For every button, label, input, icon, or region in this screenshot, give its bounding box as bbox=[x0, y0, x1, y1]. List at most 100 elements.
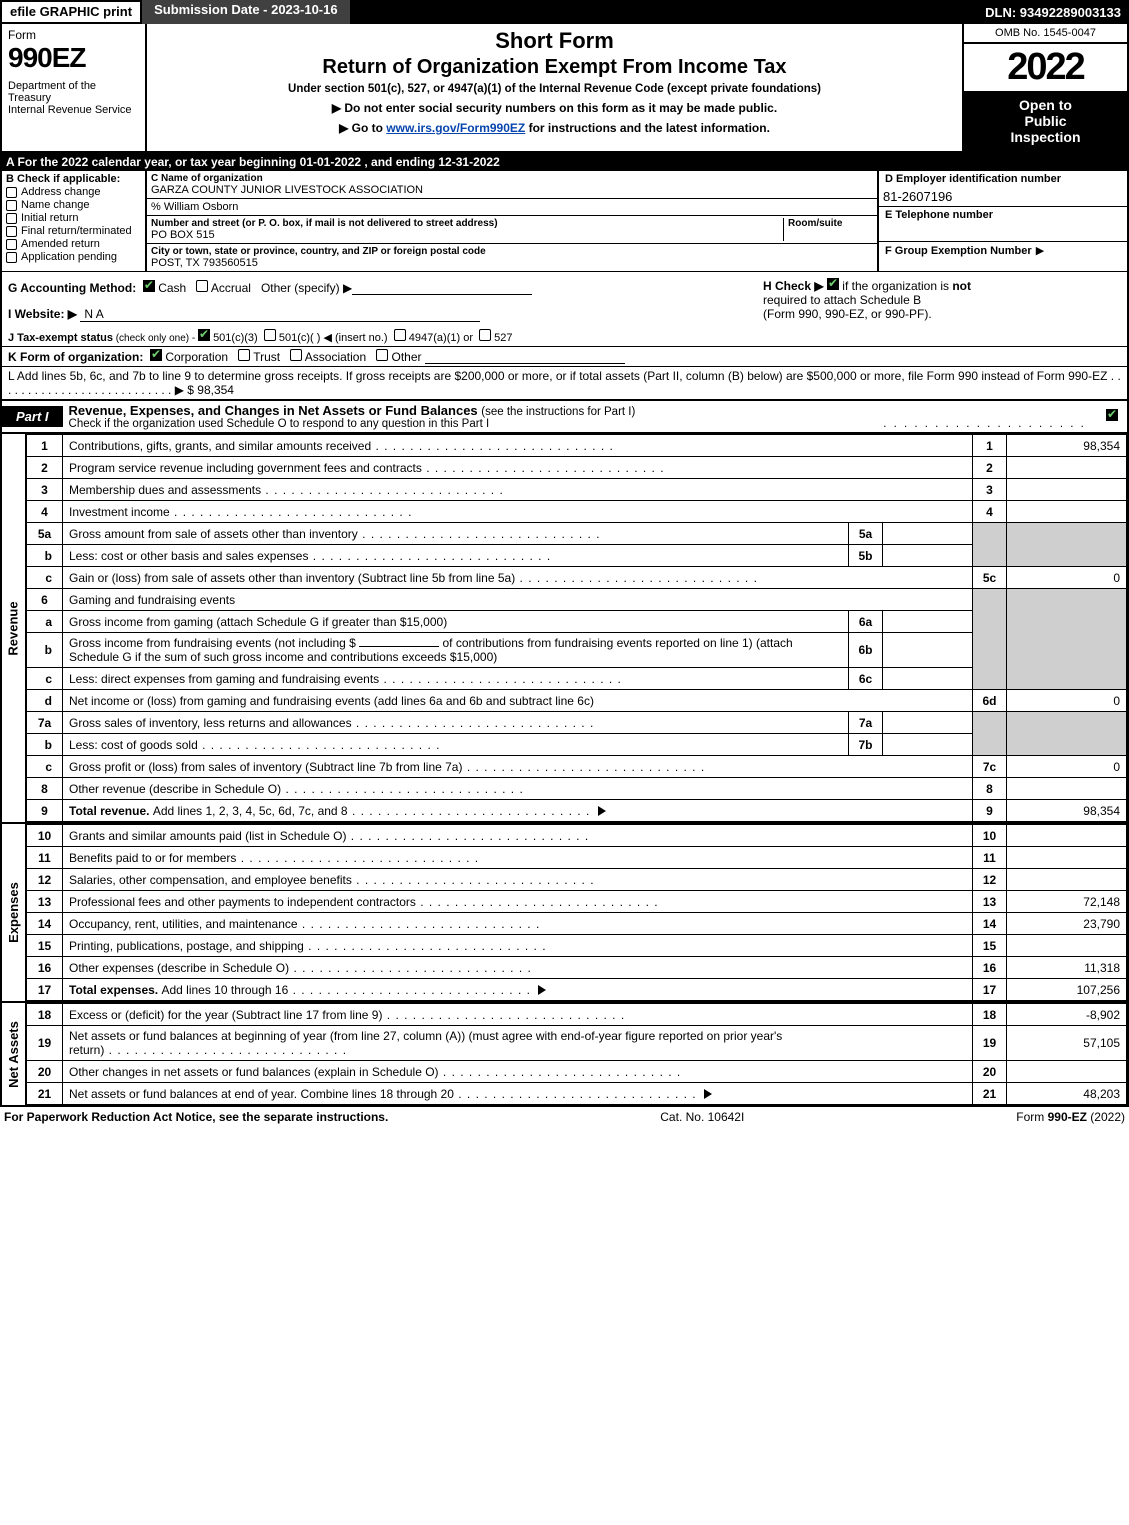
open-public-inspection: Open to Public Inspection bbox=[964, 91, 1127, 151]
room-suite-label: Room/suite bbox=[788, 218, 873, 229]
l19-desc: Net assets or fund balances at beginning… bbox=[69, 1029, 782, 1057]
line-7c: c Gross profit or (loss) from sales of i… bbox=[27, 756, 1127, 778]
l6c-mini-amt bbox=[883, 668, 973, 690]
dept-treasury: Department of the Treasury bbox=[8, 80, 139, 104]
l15-num: 15 bbox=[27, 935, 63, 957]
irs-label: Internal Revenue Service bbox=[8, 104, 139, 116]
row-h: H Check ▶ if the organization is not req… bbox=[757, 272, 1127, 327]
l9-rn: 9 bbox=[973, 800, 1007, 822]
side-label-net-assets: Net Assets bbox=[2, 1003, 26, 1105]
l1-desc: Contributions, gifts, grants, and simila… bbox=[69, 439, 614, 453]
lbl-4947: 4947(a)(1) or bbox=[409, 332, 473, 344]
l6d-num: d bbox=[27, 690, 63, 712]
goto-pre: ▶ Go to bbox=[339, 121, 386, 135]
chk-trust[interactable] bbox=[238, 349, 250, 361]
l17-desc2: Add lines 10 through 16 bbox=[161, 983, 530, 997]
line-3: 3 Membership dues and assessments 3 bbox=[27, 479, 1127, 501]
tax-year: 2022 bbox=[964, 44, 1127, 91]
street-address: PO BOX 515 bbox=[151, 229, 783, 241]
chk-application-pending[interactable] bbox=[6, 252, 17, 263]
l7b-num: b bbox=[27, 734, 63, 756]
irs-link[interactable]: www.irs.gov/Form990EZ bbox=[386, 121, 525, 135]
f-group-exemption: F Group Exemption Number ▶ bbox=[879, 241, 1127, 259]
h-text1: if the organization is bbox=[842, 279, 952, 293]
expenses-label: Expenses bbox=[6, 882, 21, 943]
l7c-amt: 0 bbox=[1007, 756, 1127, 778]
line-6d: d Net income or (loss) from gaming and f… bbox=[27, 690, 1127, 712]
chk-name-change[interactable] bbox=[6, 200, 17, 211]
l7c-rn: 7c bbox=[973, 756, 1007, 778]
l6-num: 6 bbox=[27, 589, 63, 611]
revenue-label: Revenue bbox=[6, 601, 21, 655]
chk-cash[interactable] bbox=[143, 280, 155, 292]
line-7a: 7a Gross sales of inventory, less return… bbox=[27, 712, 1127, 734]
l12-amt bbox=[1007, 869, 1127, 891]
lbl-527: 527 bbox=[494, 332, 512, 344]
l8-num: 8 bbox=[27, 778, 63, 800]
l3-amt bbox=[1007, 479, 1127, 501]
d-label: D Employer identification number bbox=[879, 171, 1127, 187]
revenue-table: 1 Contributions, gifts, grants, and simi… bbox=[26, 434, 1127, 822]
efile-graphic-print[interactable]: efile GRAPHIC print bbox=[0, 0, 142, 24]
line-11: 11Benefits paid to or for members11 bbox=[27, 847, 1127, 869]
l21-rn: 21 bbox=[973, 1083, 1007, 1105]
l5b-mn: 5b bbox=[849, 545, 883, 567]
l7b-mini-amt bbox=[883, 734, 973, 756]
chk-corporation[interactable] bbox=[150, 349, 162, 361]
chk-address-change[interactable] bbox=[6, 187, 17, 198]
l6d-amt: 0 bbox=[1007, 690, 1127, 712]
dln-number: DLN: 93492289003133 bbox=[977, 3, 1129, 22]
shaded-7a-amt bbox=[1007, 712, 1127, 734]
chk-501c[interactable] bbox=[264, 329, 276, 341]
l14-desc: Occupancy, rent, utilities, and maintena… bbox=[69, 917, 540, 931]
revenue-section: Revenue 1 Contributions, gifts, grants, … bbox=[0, 434, 1129, 824]
l17-num: 17 bbox=[27, 979, 63, 1001]
chk-501c3[interactable] bbox=[198, 329, 210, 341]
section-b-c-d: B Check if applicable: Address change Na… bbox=[0, 171, 1129, 271]
row-g: G Accounting Method: Cash Accrual Other … bbox=[2, 272, 757, 327]
chk-accrual[interactable] bbox=[196, 280, 208, 292]
line-21: 21Net assets or fund balances at end of … bbox=[27, 1083, 1127, 1105]
line-5c: c Gain or (loss) from sale of assets oth… bbox=[27, 567, 1127, 589]
footer-right: Form 990-EZ (2022) bbox=[1016, 1110, 1125, 1124]
l5c-num: c bbox=[27, 567, 63, 589]
l10-rn: 10 bbox=[973, 825, 1007, 847]
line-16: 16Other expenses (describe in Schedule O… bbox=[27, 957, 1127, 979]
l8-amt bbox=[1007, 778, 1127, 800]
j-sub: (check only one) - bbox=[113, 333, 198, 344]
lbl-cash: Cash bbox=[158, 281, 186, 295]
part-1-title-sub: (see the instructions for Part I) bbox=[481, 406, 635, 418]
chk-schedule-o-part1[interactable] bbox=[1106, 409, 1118, 421]
chk-initial-return[interactable] bbox=[6, 213, 17, 224]
l13-amt: 72,148 bbox=[1007, 891, 1127, 913]
h-text2: required to attach Schedule B bbox=[763, 293, 921, 307]
l20-num: 20 bbox=[27, 1061, 63, 1083]
l20-rn: 20 bbox=[973, 1061, 1007, 1083]
line-15: 15Printing, publications, postage, and s… bbox=[27, 935, 1127, 957]
chk-schedule-b-not-required[interactable] bbox=[827, 278, 839, 290]
chk-4947[interactable] bbox=[394, 329, 406, 341]
subtitle: Under section 501(c), 527, or 4947(a)(1)… bbox=[155, 83, 954, 95]
other-org-field[interactable] bbox=[425, 350, 625, 364]
shaded-6-amt bbox=[1007, 589, 1127, 611]
l11-num: 11 bbox=[27, 847, 63, 869]
chk-final-return[interactable] bbox=[6, 226, 17, 237]
chk-association[interactable] bbox=[290, 349, 302, 361]
chk-527[interactable] bbox=[479, 329, 491, 341]
l4-num: 4 bbox=[27, 501, 63, 523]
l2-num: 2 bbox=[27, 457, 63, 479]
l10-amt bbox=[1007, 825, 1127, 847]
l6b-mn: 6b bbox=[849, 633, 883, 668]
shaded-6b bbox=[973, 633, 1007, 668]
form-header: Form 990EZ Department of the Treasury In… bbox=[0, 24, 1129, 153]
line-6b: b Gross income from fundraising events (… bbox=[27, 633, 1127, 668]
net-assets-label: Net Assets bbox=[6, 1021, 21, 1088]
other-specify-field[interactable] bbox=[352, 281, 532, 295]
chk-other-org[interactable] bbox=[376, 349, 388, 361]
shaded-6c-amt bbox=[1007, 668, 1127, 690]
l20-desc: Other changes in net assets or fund bala… bbox=[69, 1065, 681, 1079]
l5b-num: b bbox=[27, 545, 63, 567]
part-1-header: Part I Revenue, Expenses, and Changes in… bbox=[0, 401, 1129, 434]
chk-amended-return[interactable] bbox=[6, 239, 17, 250]
l19-num: 19 bbox=[27, 1026, 63, 1061]
